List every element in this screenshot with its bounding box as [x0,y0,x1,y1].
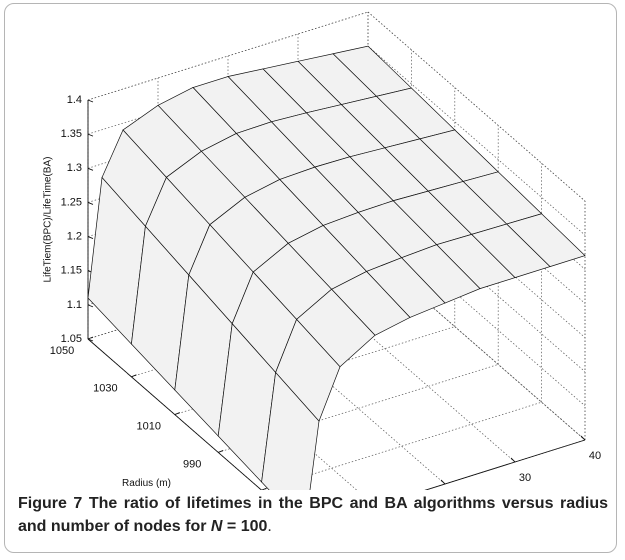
x-axis [424,439,586,490]
y-axis-label: Radius (m) [122,478,171,489]
y-tick-label: 1030 [93,383,117,395]
x-tick [510,457,516,463]
z-tick [87,236,94,239]
grid-line [367,11,586,202]
grid-line [367,250,586,441]
figure-label: Figure 7 [18,495,83,512]
z-tick [87,99,94,103]
z-tick [87,202,94,205]
y-tick [261,487,267,490]
grid-line [227,294,446,485]
y-tick [87,336,94,340]
x-tick [580,435,586,441]
z-tick-label: 1.1 [67,299,82,311]
x-tick [440,479,446,485]
caption: Figure 7 The ratio of lifetimes in the B… [18,492,608,538]
z-tick-label: 1.4 [67,94,82,106]
z-tick-label: 1.35 [61,128,82,140]
grid-line [367,45,586,236]
grid-line [424,439,586,490]
y-tick [174,412,180,416]
figure-frame [4,3,617,553]
z-tick [87,304,94,308]
z-tick [87,167,94,171]
z-tick-label: 1.05 [61,333,82,345]
z-tick-label: 1.25 [61,196,82,208]
caption-rest: = 100 [222,518,268,535]
caption-variable: N [210,518,223,535]
z-axis-label: LifeTiem(BPC)/LifeTime(BA) [43,157,54,283]
caption-end: . [267,518,272,535]
z-tick-label: 1.15 [61,265,82,277]
grid-line [297,272,516,463]
chart: 1.051.11.151.21.251.31.351.4950970990101… [43,11,601,490]
y-tick-label: 990 [183,458,201,470]
x-tick-label: 40 [589,450,601,462]
y-tick [218,449,224,453]
y-axis [87,338,263,490]
y-tick-label: 1050 [50,345,74,357]
z-tick-label: 1.2 [67,230,82,242]
z-tick-label: 1.3 [67,162,82,174]
x-tick-label: 30 [519,472,531,484]
y-tick [131,374,137,378]
z-tick [87,133,94,137]
y-tick-label: 1010 [137,421,161,433]
z-tick [87,338,94,342]
caption-text: The ratio of lifetimes in the BPC and BA… [18,495,608,535]
grid-line [367,216,586,407]
surface-patch [261,371,320,490]
